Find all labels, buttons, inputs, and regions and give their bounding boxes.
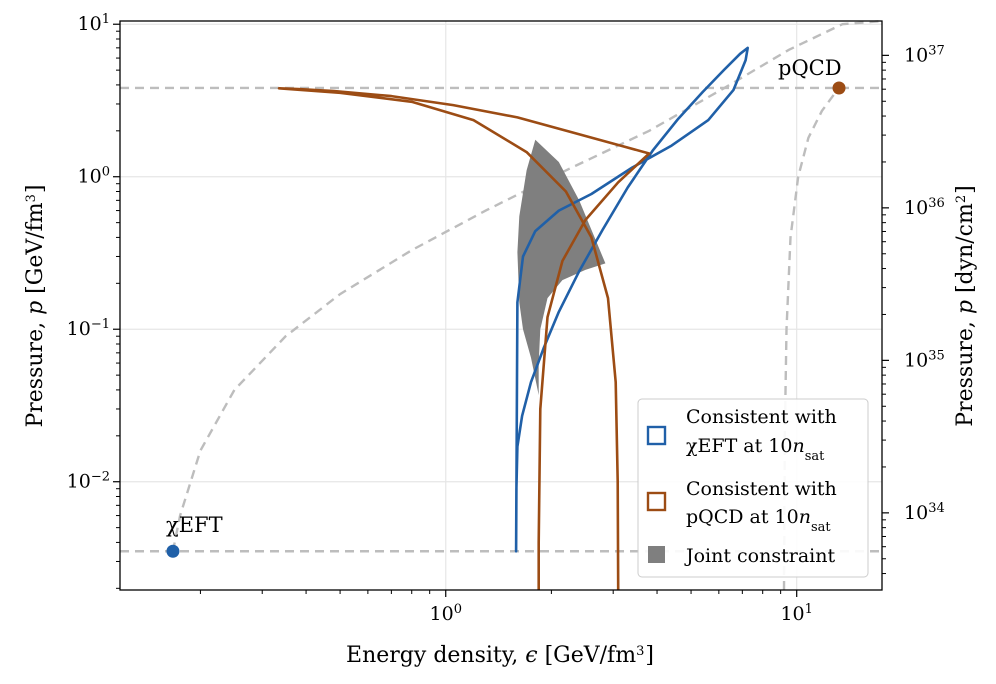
pqcd-annotation: pQCD <box>778 56 842 80</box>
pqcd-consistency-curve <box>277 87 651 591</box>
reference-curve-4 <box>782 87 840 591</box>
legend-swatch-chieft <box>646 425 667 446</box>
y-tick-label-1: 10−1 <box>67 317 110 341</box>
y-right-axis-label: Pressure, p [dyn/cm2] <box>953 185 978 426</box>
plot-frame <box>119 20 883 591</box>
y-right-tick-label-3: 1037 <box>904 43 945 67</box>
axis-ticks: 100 101 10−2 10−1 100 101 1034 1035 1036 1037 <box>67 12 945 625</box>
y-tick-label-3: 101 <box>78 12 110 36</box>
legend-label-pqcd-line1: Consistent with <box>686 478 837 500</box>
legend: Consistent with χEFT at 10nsat Consisten… <box>637 398 869 578</box>
y-right-tick-label-0: 1034 <box>904 500 945 524</box>
legend-box <box>637 398 869 578</box>
legend-label-joint: Joint constraint <box>684 545 835 567</box>
y-axis-label: Pressure, p [GeV/fm3] <box>23 184 48 427</box>
chieft-point <box>166 544 180 558</box>
legend-label-chieft-line1: Consistent with <box>686 406 837 428</box>
chieft-consistency-curve <box>514 46 749 553</box>
chieft-annotation: χEFT <box>166 513 223 537</box>
pqcd-point <box>832 81 846 95</box>
reference-curve-3 <box>171 19 883 552</box>
x-tick-label-0: 100 <box>430 602 462 626</box>
y-right-tick-label-1: 1035 <box>904 348 945 372</box>
legend-swatch-joint <box>648 546 665 563</box>
grid-lines <box>120 21 882 590</box>
legend-label-pqcd-line2: pQCD at 10nsat <box>686 506 831 535</box>
legend-label-chieft-line2: χEFT at 10nsat <box>686 435 825 464</box>
y-right-tick-label-2: 1036 <box>904 195 945 219</box>
legend-swatch-pqcd <box>646 491 667 512</box>
y-tick-label-0: 10−2 <box>67 469 110 493</box>
x-tick-label-1: 101 <box>780 602 812 626</box>
x-axis-label: Energy density, ϵ [GeV/fm3] <box>346 643 654 668</box>
endpoint-markers <box>166 81 846 558</box>
y-tick-label-2: 100 <box>78 164 110 188</box>
constraint-regions <box>277 46 749 591</box>
